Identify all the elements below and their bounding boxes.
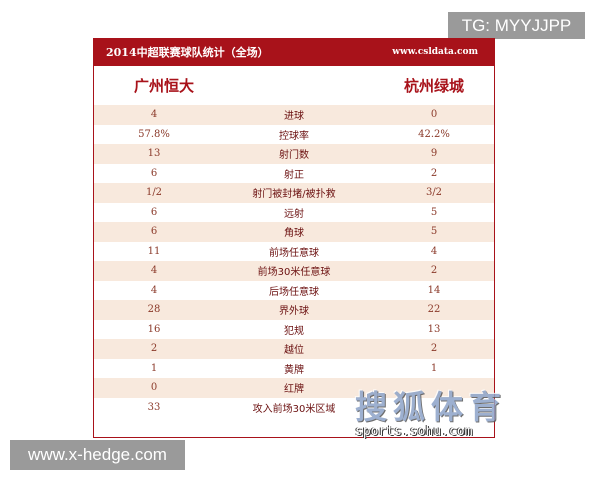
away-value: 0 (430, 109, 438, 121)
home-value: 16 (147, 323, 161, 335)
home-value: 6 (150, 206, 158, 218)
stat-label: 角球 (284, 228, 304, 240)
away-value: 42.2% (418, 128, 450, 140)
table-row: 33 攻入前场30米区域 (94, 398, 494, 418)
away-value: 2 (430, 343, 438, 355)
sohu-watermark: 搜狐体育 sports.sohu.com (355, 382, 507, 439)
away-value: 2 (430, 265, 438, 277)
table-row: 1/2 射门被封堵/被扑救 3/2 (94, 183, 494, 203)
table-row: 6 角球 5 (94, 222, 494, 242)
stat-label: 前场任意球 (269, 247, 319, 259)
away-value: 2 (430, 167, 438, 179)
home-value: 6 (150, 226, 158, 238)
home-value: 1/2 (145, 187, 163, 199)
stat-label: 攻入前场30米区域 (252, 403, 336, 415)
home-value: 57.8% (138, 128, 170, 140)
stat-label: 犯规 (284, 325, 304, 337)
table-header: 2014中超联赛球队统计（全场） www.csldata.com (94, 38, 494, 66)
away-value: 22 (427, 304, 441, 316)
teams-row: 广州恒大 杭州绿城 (94, 66, 494, 105)
table-row: 28 界外球 22 (94, 300, 494, 320)
away-value: 5 (430, 206, 438, 218)
table-row: 4 后场任意球 14 (94, 281, 494, 301)
stat-label: 进球 (284, 111, 304, 123)
home-value: 13 (147, 148, 161, 160)
away-value: 14 (427, 284, 441, 296)
away-value: 5 (430, 226, 438, 238)
sohu-logo-cn: 搜狐体育 (355, 388, 508, 426)
home-value: 28 (147, 304, 161, 316)
stat-label: 射门数 (279, 150, 309, 162)
watermark-bottom: www.x-hedge.com (10, 440, 185, 470)
table-row: 6 远射 5 (94, 203, 494, 223)
table-row: 11 前场任意球 4 (94, 242, 494, 262)
sohu-logo-en: sports.sohu.com (355, 424, 473, 439)
away-value: 13 (427, 323, 441, 335)
stat-label: 控球率 (279, 130, 309, 142)
home-value: 4 (150, 109, 158, 121)
stat-label: 后场任意球 (269, 286, 319, 298)
table-row: 2 越位 2 (94, 339, 494, 359)
home-value: 33 (147, 401, 161, 413)
away-value: 4 (430, 245, 438, 257)
stat-label: 前场30米任意球 (257, 267, 331, 279)
stat-label: 越位 (284, 345, 304, 357)
table-row: 57.8% 控球率 42.2% (94, 125, 494, 145)
home-value: 4 (150, 284, 158, 296)
table-row: 4 前场30米任意球 2 (94, 261, 494, 281)
watermark-top: TG: MYYJJPP (448, 12, 585, 39)
table-row: 4 进球 0 (94, 105, 494, 125)
source-site: www.csldata.com (392, 47, 478, 57)
stats-table: 2014中超联赛球队统计（全场） www.csldata.com 广州恒大 杭州… (93, 38, 495, 438)
home-value: 6 (150, 167, 158, 179)
stat-label: 黄牌 (284, 364, 304, 376)
stat-label: 界外球 (279, 306, 309, 318)
stat-label: 射正 (284, 169, 304, 181)
home-team: 广州恒大 (134, 77, 195, 95)
away-value: 3/2 (425, 187, 443, 199)
table-title: 2014中超联赛球队统计（全场） (106, 46, 269, 59)
table-row: 6 射正 2 (94, 164, 494, 184)
home-value: 0 (150, 382, 158, 394)
away-team: 杭州绿城 (403, 77, 464, 95)
table-row: 1 黄牌 1 (94, 359, 494, 379)
home-value: 4 (150, 265, 158, 277)
table-row: 16 犯规 13 (94, 320, 494, 340)
table-row: 13 射门数 9 (94, 144, 494, 164)
home-value: 1 (150, 362, 158, 374)
away-value: 9 (430, 148, 438, 160)
table-row: 0 红牌 (94, 378, 494, 398)
stat-label: 射门被封堵/被扑救 (252, 189, 336, 201)
stat-label: 红牌 (284, 384, 304, 396)
home-value: 11 (147, 245, 161, 257)
stat-label: 远射 (284, 208, 304, 220)
home-value: 2 (150, 343, 158, 355)
away-value: 1 (430, 362, 438, 374)
stats-rows: 4 进球 0 57.8% 控球率 42.2% 13 射门数 9 6 射正 2 1/2 射门被封堵/被扑救 3… (94, 105, 494, 417)
